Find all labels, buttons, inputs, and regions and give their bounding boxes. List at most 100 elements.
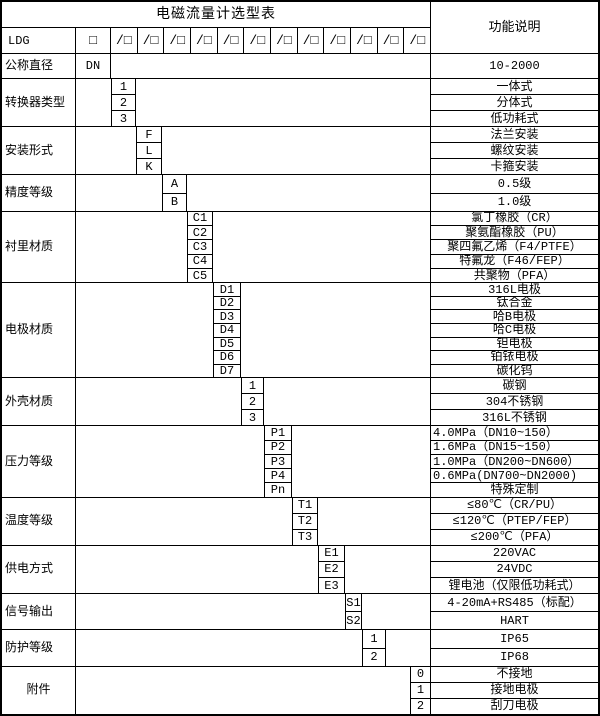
function-description: 0.5级 <box>497 176 532 191</box>
selection-group-row: 外壳材质 1 2 3 碳钢 304不锈钢 316L不锈钢 <box>2 377 598 426</box>
group-label: 温度等级 <box>2 497 76 545</box>
function-column: 0.5级 1.0级 <box>430 175 598 211</box>
group-label: 衬里材质 <box>2 211 76 283</box>
code-value: Pn <box>265 482 291 496</box>
code-band: DN <box>76 54 430 79</box>
spacer-cell <box>76 175 162 210</box>
function-description: 0.6MPa(DN700~DN2000) <box>431 468 598 482</box>
function-column-header: 功能说明 <box>430 2 598 54</box>
spacer-cell <box>76 630 362 665</box>
selection-group-row: 防护等级 1 2 IP65 IP68 <box>2 629 598 666</box>
function-column: 一体式 分体式 低功耗式 <box>430 79 598 127</box>
spacer-cell <box>362 594 430 629</box>
code-column: DN <box>76 54 111 79</box>
function-description: 304不锈钢 <box>431 393 598 409</box>
spacer-cell <box>76 667 410 714</box>
code-value: D1 <box>219 282 235 297</box>
function-column: 法兰安装 螺纹安装 卡箍安装 <box>430 127 598 175</box>
code-value: C5 <box>188 267 212 282</box>
function-description: 聚四氟乙烯（F4/PTFE） <box>431 239 598 253</box>
function-column: 碳钢 304不锈钢 316L不锈钢 <box>430 378 598 426</box>
group-label: 供电方式 <box>2 545 76 594</box>
code-band: T1 T2 T3 <box>76 497 430 545</box>
table-header-row: 电磁流量计选型表 LDG □ /□/□/□/□/□/□/□/□/□/□/□/□ … <box>2 2 598 54</box>
function-description: 316L电极 <box>488 283 541 296</box>
function-description: 铂铱电极 <box>431 350 598 364</box>
function-description: 哈C电极 <box>431 322 598 337</box>
code-value: 2 <box>242 393 263 409</box>
code-value: C4 <box>188 253 212 268</box>
spacer-cell <box>187 175 430 210</box>
function-column: IP65 IP68 <box>430 630 598 666</box>
code-value: D2 <box>214 295 240 310</box>
code-value: 0 <box>416 667 425 682</box>
group-label: 外壳材质 <box>2 378 76 426</box>
code-value: P2 <box>265 439 291 454</box>
code-value: K <box>137 158 161 174</box>
spacer-cell <box>76 127 136 174</box>
code-value: D5 <box>214 336 240 351</box>
function-description: 1.6MPa（DN15~150） <box>431 439 598 454</box>
selection-group-row: 供电方式 E1 E2 E3 220VAC 24VDC 锂电池（仅限低功耗式） <box>2 544 598 594</box>
spacer-cell <box>162 127 430 174</box>
function-description: 碳化钨 <box>431 363 598 378</box>
code-value: L <box>137 142 161 158</box>
group-label: 电极材质 <box>2 283 76 378</box>
function-column: 316L电极 钛合金 哈B电极 哈C电极 钽电极 铂铱电极 碳化钨 <box>430 283 598 378</box>
function-description: 24VDC <box>431 560 598 577</box>
function-column: 220VAC 24VDC 锂电池（仅限低功耗式） <box>430 545 598 594</box>
selection-group-row: 压力等级 P1 P2 P3 P4 Pn 4.0MPa（DN10~150） 1.6MPa（DN1… <box>2 425 598 497</box>
code-value: 2 <box>112 94 135 110</box>
code-column: S1 S2 <box>345 594 362 630</box>
code-column: E1 E2 E3 <box>318 545 345 594</box>
code-slot: /□ <box>218 28 245 54</box>
function-description: 4.0MPa（DN10~150） <box>433 426 558 440</box>
function-description: IP65 <box>500 632 529 647</box>
selection-group-row: 安装形式 F L K 法兰安装 螺纹安装 卡箍安装 <box>2 126 598 175</box>
function-description: 低功耗式 <box>431 110 598 126</box>
code-value: T1 <box>297 498 313 513</box>
group-label: 安装形式 <box>2 127 76 175</box>
code-value: D3 <box>214 309 240 323</box>
spacer-cell <box>345 546 430 593</box>
function-description: 不接地 <box>496 667 533 682</box>
code-slot: /□ <box>409 33 426 49</box>
selection-group-row: 转换器类型 1 2 3 一体式 分体式 低功耗式 <box>2 78 598 127</box>
selection-group-row: 精度等级 A B 0.5级 1.0级 <box>2 174 598 211</box>
spacer-cell <box>76 546 318 593</box>
code-slot: /□ <box>111 28 138 54</box>
code-value: DN <box>85 59 101 74</box>
function-description: 碳钢 <box>502 378 527 393</box>
code-box-cell: □ <box>76 28 111 54</box>
group-label: 信号输出 <box>2 594 76 630</box>
selection-group-row: 衬里材质 C1 C2 C3 C4 C5 氯丁橡胶（CR） 聚氨酯橡胶（PU） 聚四氟乙烯（F4/… <box>2 210 598 283</box>
code-value: 1 <box>119 79 128 94</box>
selection-group-row: 温度等级 T1 T2 T3 ≤80℃（CR/PU） ≤120℃（PTEP/FEP） ≤200… <box>2 496 598 545</box>
function-description: 螺纹安装 <box>431 142 598 158</box>
code-column: C1 C2 C3 C4 C5 <box>187 211 213 283</box>
code-slot: /□ <box>271 28 298 54</box>
code-slot: /□ <box>298 28 325 54</box>
code-slot: /□ <box>378 28 405 54</box>
spacer-cell <box>76 79 111 126</box>
code-value: S1 <box>346 595 361 610</box>
spacer-cell <box>264 378 430 425</box>
spacer-cell <box>386 630 430 665</box>
function-description: IP68 <box>431 647 598 666</box>
header-left-section: 电磁流量计选型表 LDG □ /□/□/□/□/□/□/□/□/□/□/□/□ <box>2 2 430 54</box>
code-value: P4 <box>265 468 291 482</box>
code-value: P3 <box>265 453 291 468</box>
code-value: 2 <box>411 697 430 714</box>
selection-group-row: 公称直径 DN 10-2000 <box>2 53 598 79</box>
code-value: T3 <box>293 528 317 545</box>
selection-group-row: 附件 0 1 2 不接地 接地电极 刮刀电极 <box>2 665 598 714</box>
group-label: 公称直径 <box>2 54 76 79</box>
spacer-cell <box>213 212 430 283</box>
function-description: 钽电极 <box>431 336 598 351</box>
code-column: P1 P2 P3 P4 Pn <box>264 426 292 497</box>
